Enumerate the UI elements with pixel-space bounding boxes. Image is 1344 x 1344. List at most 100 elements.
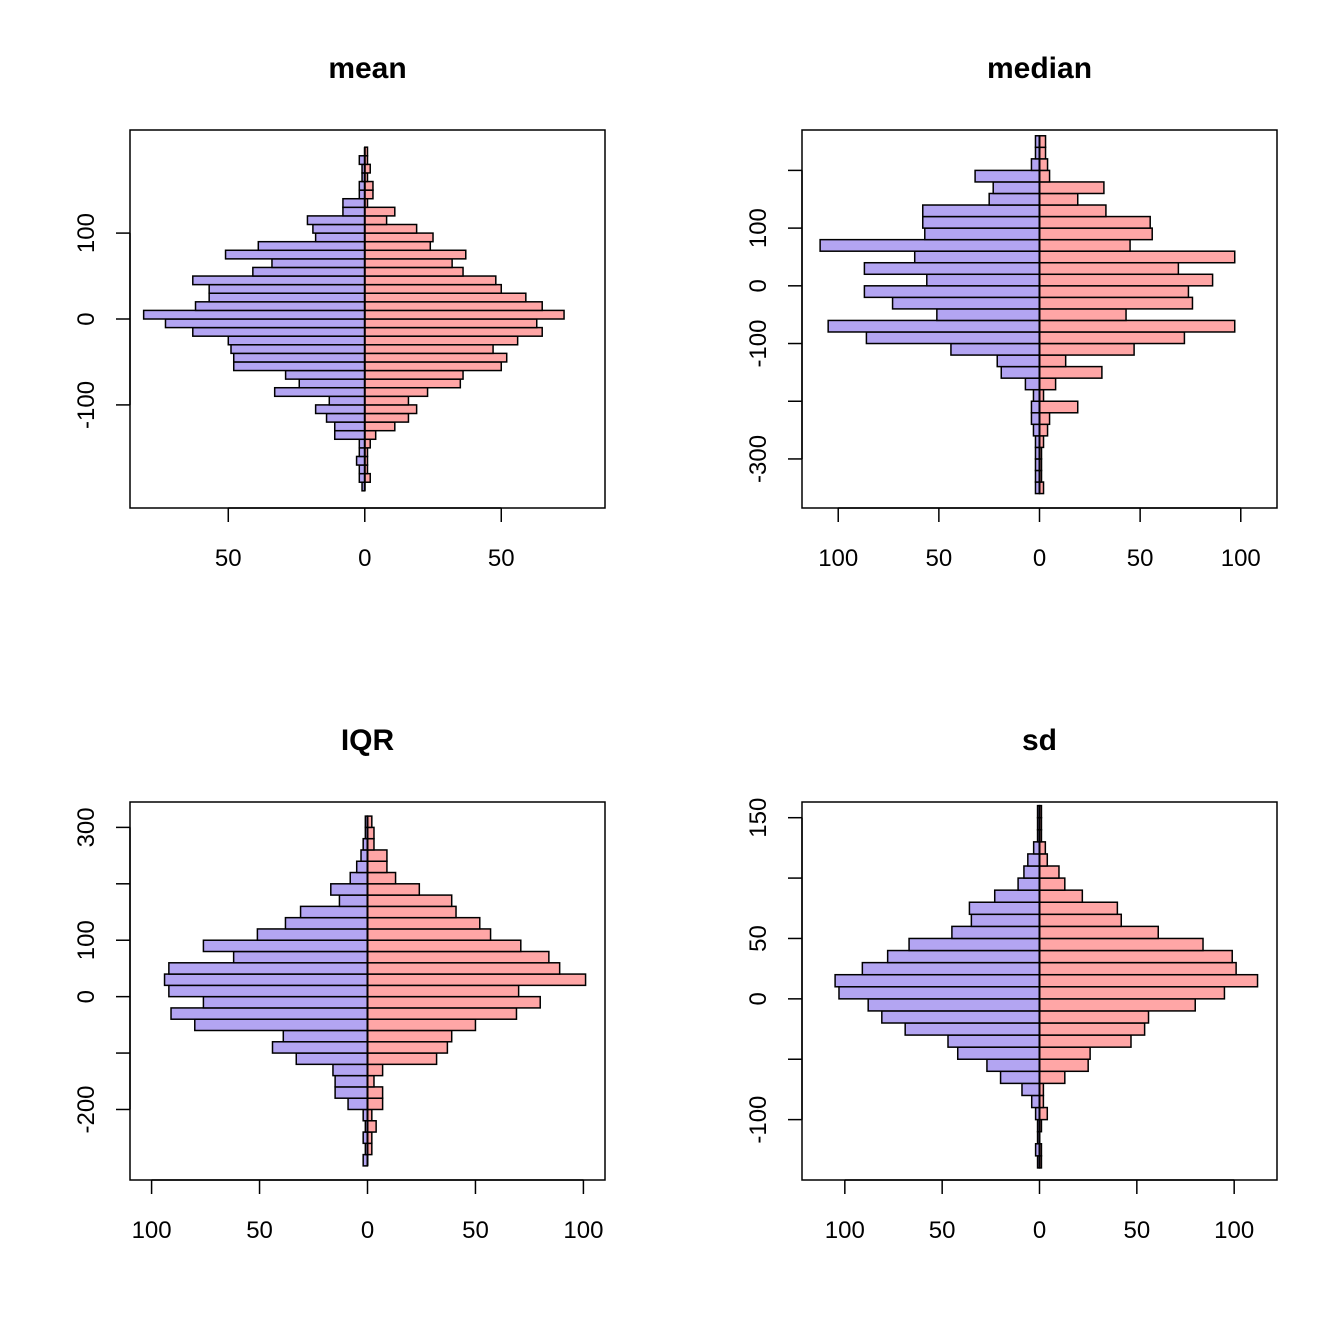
bar-right-26 [364,258,453,269]
bar-left-25 [349,871,369,885]
bar-left-11 [273,386,366,398]
chart-title: IQR [341,724,395,757]
bar-right-14 [1038,319,1236,333]
bar-right-17 [1038,285,1190,299]
x-tick-label: 50 [246,1217,273,1244]
bar-left-10 [271,1041,369,1054]
bar-right-18 [1038,273,1214,287]
bar-left-29 [314,232,366,243]
chart-title: median [987,52,1092,85]
bar-right-12 [364,378,462,389]
bar-right-20 [1038,913,1123,928]
bar-right-30 [364,223,418,234]
bar-right-31 [364,215,388,226]
x-tick-label: 100 [1214,1217,1254,1244]
bar-right-19 [364,318,538,329]
bar-left-6 [1030,412,1041,426]
bar-right-23 [1038,215,1151,229]
bar-left-22 [924,227,1041,241]
bar-right-22 [1038,227,1153,241]
bar-left-26 [992,181,1041,195]
bar-left-14 [827,319,1041,333]
bar-right-13 [1038,331,1186,345]
bar-right-19 [1038,261,1180,276]
y-tick-label: 0 [745,279,772,292]
bar-right-20 [366,928,492,941]
bar-left-17 [886,949,1041,964]
bar-left-23 [1017,877,1041,891]
bar-right-9 [1038,1046,1091,1060]
bar-left-21 [194,301,366,312]
bar-right-7 [1038,400,1079,414]
bar-left-24 [192,275,366,286]
bar-left-20 [256,928,369,941]
bar-right-25 [366,871,397,885]
bar-left-10 [328,395,366,406]
bar-left-19 [863,261,1041,276]
x-tick-label: 0 [1033,1217,1046,1244]
bar-left-30 [312,223,366,234]
bar-left-25 [252,266,366,277]
bar-left-26 [271,258,366,269]
bar-right-34 [364,189,374,200]
bar-left-21 [968,901,1041,916]
bar-right-10 [364,395,410,406]
bar-right-28 [364,240,432,252]
bar-right-9 [364,404,418,415]
bar-left-22 [299,905,369,919]
bar-right-29 [364,232,434,243]
bar-right-11 [1038,1022,1146,1036]
x-tick-label: 50 [926,545,953,572]
bar-right-18 [364,326,543,337]
bar-right-12 [1038,1010,1150,1024]
bar-right-19 [1038,925,1159,940]
bar-left-7 [999,1070,1041,1085]
y-tick-label: -100 [745,1096,772,1144]
bar-right-14 [366,995,541,1009]
bar-right-8 [364,412,410,423]
bar-left-9 [314,404,366,415]
bar-left-28 [257,240,366,252]
bar-right-35 [364,180,374,191]
bar-right-24 [366,883,421,896]
bar-right-26 [1038,181,1105,195]
y-tick-label: 100 [73,213,100,253]
bar-right-23 [1038,877,1066,891]
bar-left-19 [951,925,1041,940]
bar-left-15 [936,308,1041,322]
bar-left-24 [1023,865,1041,879]
x-tick-label: 50 [1127,545,1154,572]
bar-left-8 [986,1058,1041,1073]
bar-right-13 [366,1007,518,1020]
bar-right-21 [1038,238,1131,252]
bar-left-19 [164,318,366,329]
bar-left-20 [970,913,1041,928]
bar-left-13 [867,998,1041,1012]
bar-left-22 [993,889,1041,903]
bar-left-17 [227,335,366,346]
bar-left-6 [1021,1082,1041,1097]
bar-right-17 [366,962,561,975]
bar-right-23 [364,283,503,294]
bar-right-16 [366,973,587,987]
bar-right-18 [1038,937,1204,952]
bar-left-18 [926,273,1041,287]
bar-left-18 [232,950,369,964]
bar-left-7 [1030,400,1041,414]
bar-right-5 [1038,423,1049,437]
y-tick-label: 100 [745,208,772,248]
bar-right-5 [366,1097,384,1111]
bar-left-28 [1030,158,1041,172]
bar-left-10 [1000,365,1041,379]
bar-left-14 [202,995,369,1009]
bar-right-15 [1038,973,1259,988]
bar-left-25 [1027,853,1041,867]
x-tick-label: 50 [215,545,242,572]
bar-left-10 [947,1034,1041,1048]
x-tick-label: 0 [361,1217,374,1244]
bar-left-18 [192,326,366,337]
bar-left-31 [306,215,366,226]
y-tick-label: 150 [745,798,772,838]
bar-right-32 [364,206,396,217]
